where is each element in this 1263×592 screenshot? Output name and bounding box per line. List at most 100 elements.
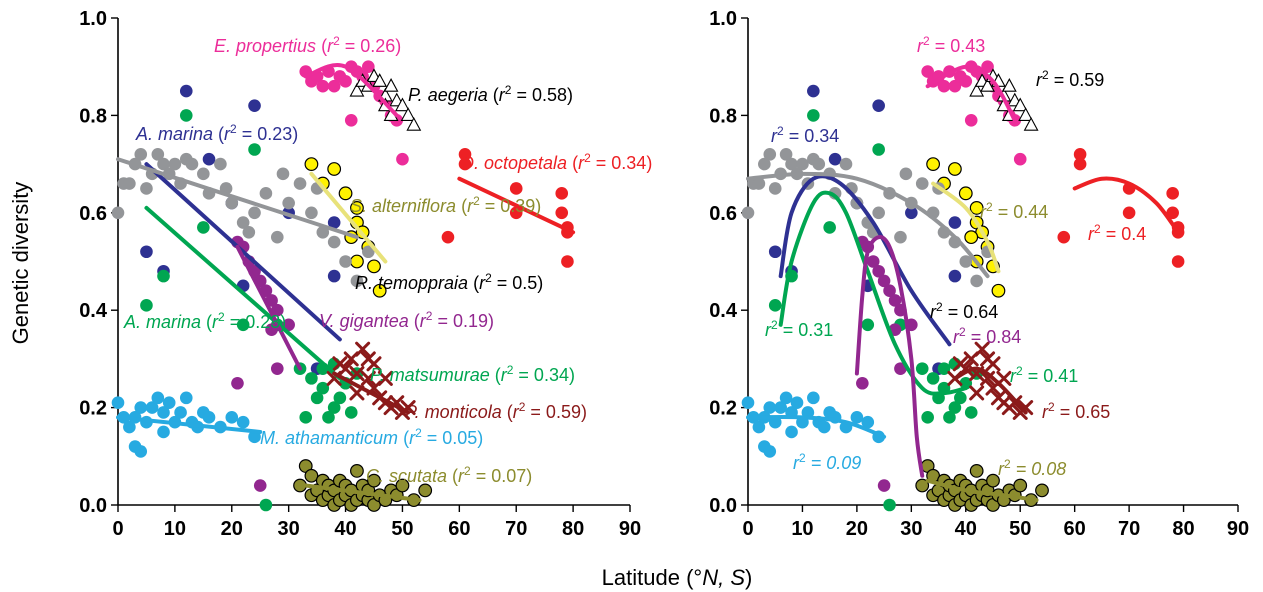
data-point (349, 366, 365, 382)
data-point (555, 206, 569, 220)
data-point (134, 445, 148, 458)
data-point (458, 148, 472, 161)
right-fit-line-7 (854, 235, 925, 478)
data-point (157, 406, 170, 419)
data-point (1018, 400, 1034, 416)
data-point (248, 99, 261, 112)
data-point (338, 361, 354, 377)
data-point (338, 186, 353, 201)
data-point (937, 79, 951, 93)
r2-value: = 0.84 (966, 327, 1022, 347)
data-point (1057, 230, 1071, 244)
data-point (943, 411, 956, 424)
data-point (883, 498, 896, 512)
data-point (959, 75, 973, 88)
r2-value: = 0.43 (930, 36, 986, 56)
left-annotation: R. temoppraia (r2 = 0.5) (355, 271, 543, 293)
data-point (970, 274, 983, 288)
left-fit-line-11 (303, 483, 422, 503)
data-point (134, 401, 148, 414)
right-fit-line-4 (931, 181, 1001, 274)
data-point (1166, 206, 1179, 220)
r2-value: = 0.08 (1011, 459, 1067, 479)
data-point (774, 401, 787, 414)
data-point (1073, 148, 1087, 161)
r2-value: = 0.44 (993, 202, 1049, 222)
left-annotation: A. marina (r2 = 0.23) (135, 122, 298, 144)
data-point (214, 157, 227, 171)
data-point (1023, 116, 1039, 131)
left-fit-line-9 (332, 371, 411, 415)
left-series-12 (259, 498, 273, 512)
data-point (555, 187, 569, 200)
data-point (915, 362, 929, 375)
data-point (741, 396, 755, 410)
species-name: P. matsumurae (370, 365, 495, 385)
data-point (779, 148, 793, 161)
data-point (327, 79, 341, 93)
r2-value: = 0.19) (432, 311, 494, 331)
species-name: E. propertius (214, 36, 321, 56)
data-point (157, 157, 170, 171)
data-point (768, 415, 782, 429)
data-point (316, 381, 330, 395)
data-point (894, 230, 907, 244)
species-name: D. octopetala (461, 153, 572, 173)
data-point (959, 376, 973, 390)
data-point (796, 157, 809, 171)
data-point (140, 299, 153, 312)
data-point (883, 284, 896, 298)
data-point (752, 420, 766, 434)
y-axis-title: Genetic diversity (8, 182, 33, 345)
species-name: V. gigantea (319, 311, 414, 331)
left-annotation: A. marina (r2 = 0.23) (123, 310, 286, 332)
r2-value: = 0.09 (806, 453, 862, 473)
right-annotation: r2 = 0.64 (930, 300, 998, 322)
right-annotation: r2 = 0.08 (998, 457, 1066, 479)
chart-panels: 0.0 0.2 0.4 0.6 0.8 1.0 0 10 20 30 40 50 60 70 80 90 E. … (79, 8, 1249, 540)
data-point (327, 269, 341, 283)
data-point (441, 230, 455, 244)
left-fit-line-5 (116, 157, 359, 240)
data-point (768, 245, 782, 259)
left-annotation: C. scutata (r2 = 0.07) (366, 464, 532, 486)
data-point (877, 479, 891, 492)
data-point (157, 269, 170, 283)
data-point (509, 182, 523, 195)
data-point (418, 483, 433, 498)
right-series-6 (768, 109, 983, 424)
data-point (179, 391, 193, 405)
data-point (248, 143, 261, 156)
data-point (259, 498, 273, 512)
data-point (339, 75, 352, 88)
data-point (817, 420, 831, 434)
data-point (807, 84, 820, 98)
data-point (197, 167, 210, 181)
right-x-tick-label: 50 (1009, 518, 1031, 540)
data-point (377, 370, 393, 386)
data-point (779, 391, 793, 405)
data-point (458, 157, 472, 171)
data-point (299, 411, 313, 424)
data-point (915, 177, 929, 190)
r2-value: = 0.39) (480, 196, 542, 216)
data-point (151, 148, 165, 161)
left-annotation: V. gigantea (r2 = 0.19) (319, 309, 494, 331)
data-point (899, 167, 913, 181)
data-point (866, 255, 880, 268)
data-point (877, 274, 891, 288)
right-x-tick-label: 10 (791, 518, 813, 540)
left-y-tick-label: 0.2 (79, 398, 107, 420)
data-point (823, 221, 836, 234)
left-fit-line-3 (457, 176, 576, 235)
r2-value: = 0.34 (784, 126, 840, 146)
right-series-9 (947, 341, 1034, 420)
data-point (958, 186, 973, 201)
right-series-4 (926, 157, 1006, 298)
data-point (969, 464, 984, 478)
data-point (807, 109, 820, 122)
data-point (236, 216, 250, 229)
data-point (921, 411, 934, 424)
data-point (265, 323, 278, 336)
data-point (270, 303, 284, 317)
